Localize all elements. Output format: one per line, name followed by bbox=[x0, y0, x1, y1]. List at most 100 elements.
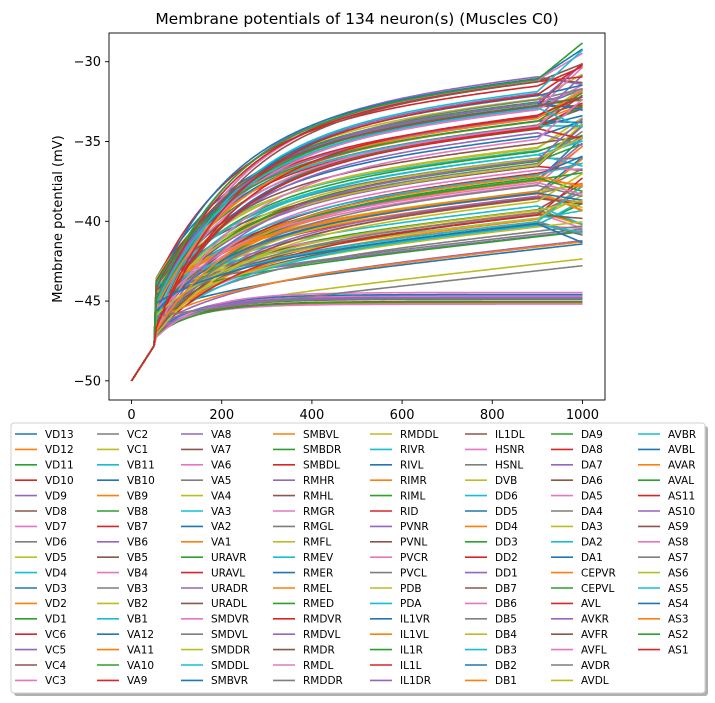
legend-label: DD5 bbox=[495, 506, 518, 518]
series-line-aval bbox=[130, 92, 583, 382]
series-line-pvcr bbox=[130, 303, 583, 382]
legend-label: VA12 bbox=[127, 629, 154, 641]
legend-label: VD8 bbox=[45, 506, 67, 518]
series-line-rivl bbox=[130, 293, 583, 382]
legend-label: PVCL bbox=[400, 567, 427, 579]
legend-label: CEPVR bbox=[581, 567, 616, 579]
series-line-smddl bbox=[130, 205, 583, 382]
x-tick-label: 400 bbox=[299, 408, 324, 423]
series-line-as11 bbox=[130, 96, 583, 382]
series-line-hsnr bbox=[130, 87, 584, 382]
legend-label: DA8 bbox=[581, 444, 603, 456]
legend-label: RMED bbox=[303, 598, 334, 610]
legend-label: VD4 bbox=[45, 567, 67, 579]
legend-label: AS5 bbox=[668, 583, 689, 595]
series-line-cepvr bbox=[130, 241, 583, 382]
legend-label: VD10 bbox=[45, 475, 74, 487]
legend-label: DD2 bbox=[495, 552, 518, 564]
y-tick-label: −35 bbox=[74, 135, 101, 150]
series-line-avfr bbox=[130, 63, 583, 382]
legend-label: AS9 bbox=[668, 521, 689, 533]
legend-label: SMBDL bbox=[303, 460, 340, 472]
legend-label: RMDDR bbox=[303, 675, 343, 687]
legend-label: VB10 bbox=[127, 475, 155, 487]
legend-label: RMDVR bbox=[303, 614, 342, 626]
series-line-as1 bbox=[130, 64, 583, 382]
y-tick-label: −30 bbox=[74, 55, 101, 70]
legend-label: VC1 bbox=[127, 444, 148, 456]
series-line-avbl bbox=[130, 192, 583, 382]
legend-label: AS2 bbox=[668, 629, 689, 641]
series-line-as7 bbox=[130, 264, 583, 382]
legend-label: PDB bbox=[400, 583, 422, 595]
legend-label: VD2 bbox=[45, 598, 67, 610]
legend-label: RIVR bbox=[400, 444, 425, 456]
legend-label: DD3 bbox=[495, 537, 518, 549]
legend-label: DA2 bbox=[581, 537, 603, 549]
legend-label: URAVL bbox=[211, 567, 245, 579]
legend-label: SMBVR bbox=[211, 675, 248, 687]
series-line-avdl bbox=[130, 173, 583, 382]
legend-label: AS11 bbox=[668, 490, 695, 502]
legend-label: VD7 bbox=[45, 521, 67, 533]
series-line-as2 bbox=[130, 42, 583, 382]
legend-label: RMGR bbox=[303, 506, 335, 518]
legend-label: AVBL bbox=[668, 444, 695, 456]
legend-label: RIML bbox=[400, 490, 425, 502]
series-line-da7 bbox=[130, 296, 583, 382]
legend-label: VC3 bbox=[45, 675, 66, 687]
legend-label: AS10 bbox=[668, 506, 695, 518]
legend-label: DA1 bbox=[581, 552, 603, 564]
legend-label: RMHL bbox=[303, 490, 333, 502]
series-line-avkr bbox=[130, 63, 584, 382]
legend-label: IL1L bbox=[400, 660, 422, 672]
plot-area bbox=[130, 42, 584, 382]
legend-label: AVAR bbox=[668, 460, 696, 472]
chart-title: Membrane potentials of 134 neuron(s) (Mu… bbox=[155, 10, 558, 28]
legend-label: SMBDR bbox=[303, 444, 341, 456]
legend-label: VB2 bbox=[127, 598, 148, 610]
legend-label: VB9 bbox=[127, 490, 148, 502]
legend-label: VD1 bbox=[45, 614, 67, 626]
legend-label: IL1R bbox=[400, 644, 423, 656]
legend-label: DD6 bbox=[495, 490, 518, 502]
legend-label: DA3 bbox=[581, 521, 603, 533]
legend: VD13 VD12 VD11 VD10 VD9 VD8 VD7 VD6 VD5 VD4 VD3 VD2… bbox=[10, 422, 708, 696]
x-tick-label: 1000 bbox=[566, 408, 599, 423]
legend-label: AVBR bbox=[668, 429, 696, 441]
legend-label: VA11 bbox=[127, 644, 154, 656]
series-line-da4 bbox=[130, 191, 583, 382]
legend-label: RMEL bbox=[303, 583, 332, 595]
legend-label: CEPVL bbox=[581, 583, 614, 595]
legend-label: RMHR bbox=[303, 475, 335, 487]
legend-label: AS3 bbox=[668, 614, 689, 626]
legend-label: URADL bbox=[211, 598, 247, 610]
legend-label: DB3 bbox=[495, 644, 517, 656]
legend-label: VA9 bbox=[127, 675, 147, 687]
legend-label: VB1 bbox=[127, 614, 148, 626]
legend-label: VA6 bbox=[211, 460, 232, 472]
legend-label: VD12 bbox=[45, 444, 74, 456]
legend-label: HSNL bbox=[495, 460, 523, 472]
legend-label: IL1VL bbox=[400, 629, 429, 641]
axis-ticks: 0 200 400 600 800 1000 −50 −45 −40 −35 −30 bbox=[74, 55, 599, 423]
series-line-db6 bbox=[130, 291, 583, 382]
legend-label: IL1DL bbox=[495, 429, 525, 441]
series-line-da8 bbox=[130, 177, 583, 382]
legend-label: DA6 bbox=[581, 475, 603, 487]
legend-label: AVFR bbox=[581, 629, 608, 641]
legend-label: URAVR bbox=[211, 552, 247, 564]
legend-label: VA10 bbox=[127, 660, 154, 672]
legend-label: RMDDL bbox=[400, 429, 439, 441]
x-tick-label: 200 bbox=[209, 408, 234, 423]
legend-label: VB3 bbox=[127, 583, 148, 595]
legend-label: VA5 bbox=[211, 475, 231, 487]
legend-label: DA7 bbox=[581, 460, 603, 472]
legend-label: PDA bbox=[400, 598, 422, 610]
legend-label: VA1 bbox=[211, 537, 231, 549]
legend-label: DB1 bbox=[495, 675, 517, 687]
y-axis-title: Membrane potential (mV) bbox=[51, 135, 66, 302]
legend-label: SMDVL bbox=[211, 629, 248, 641]
legend-label: DD1 bbox=[495, 567, 518, 579]
